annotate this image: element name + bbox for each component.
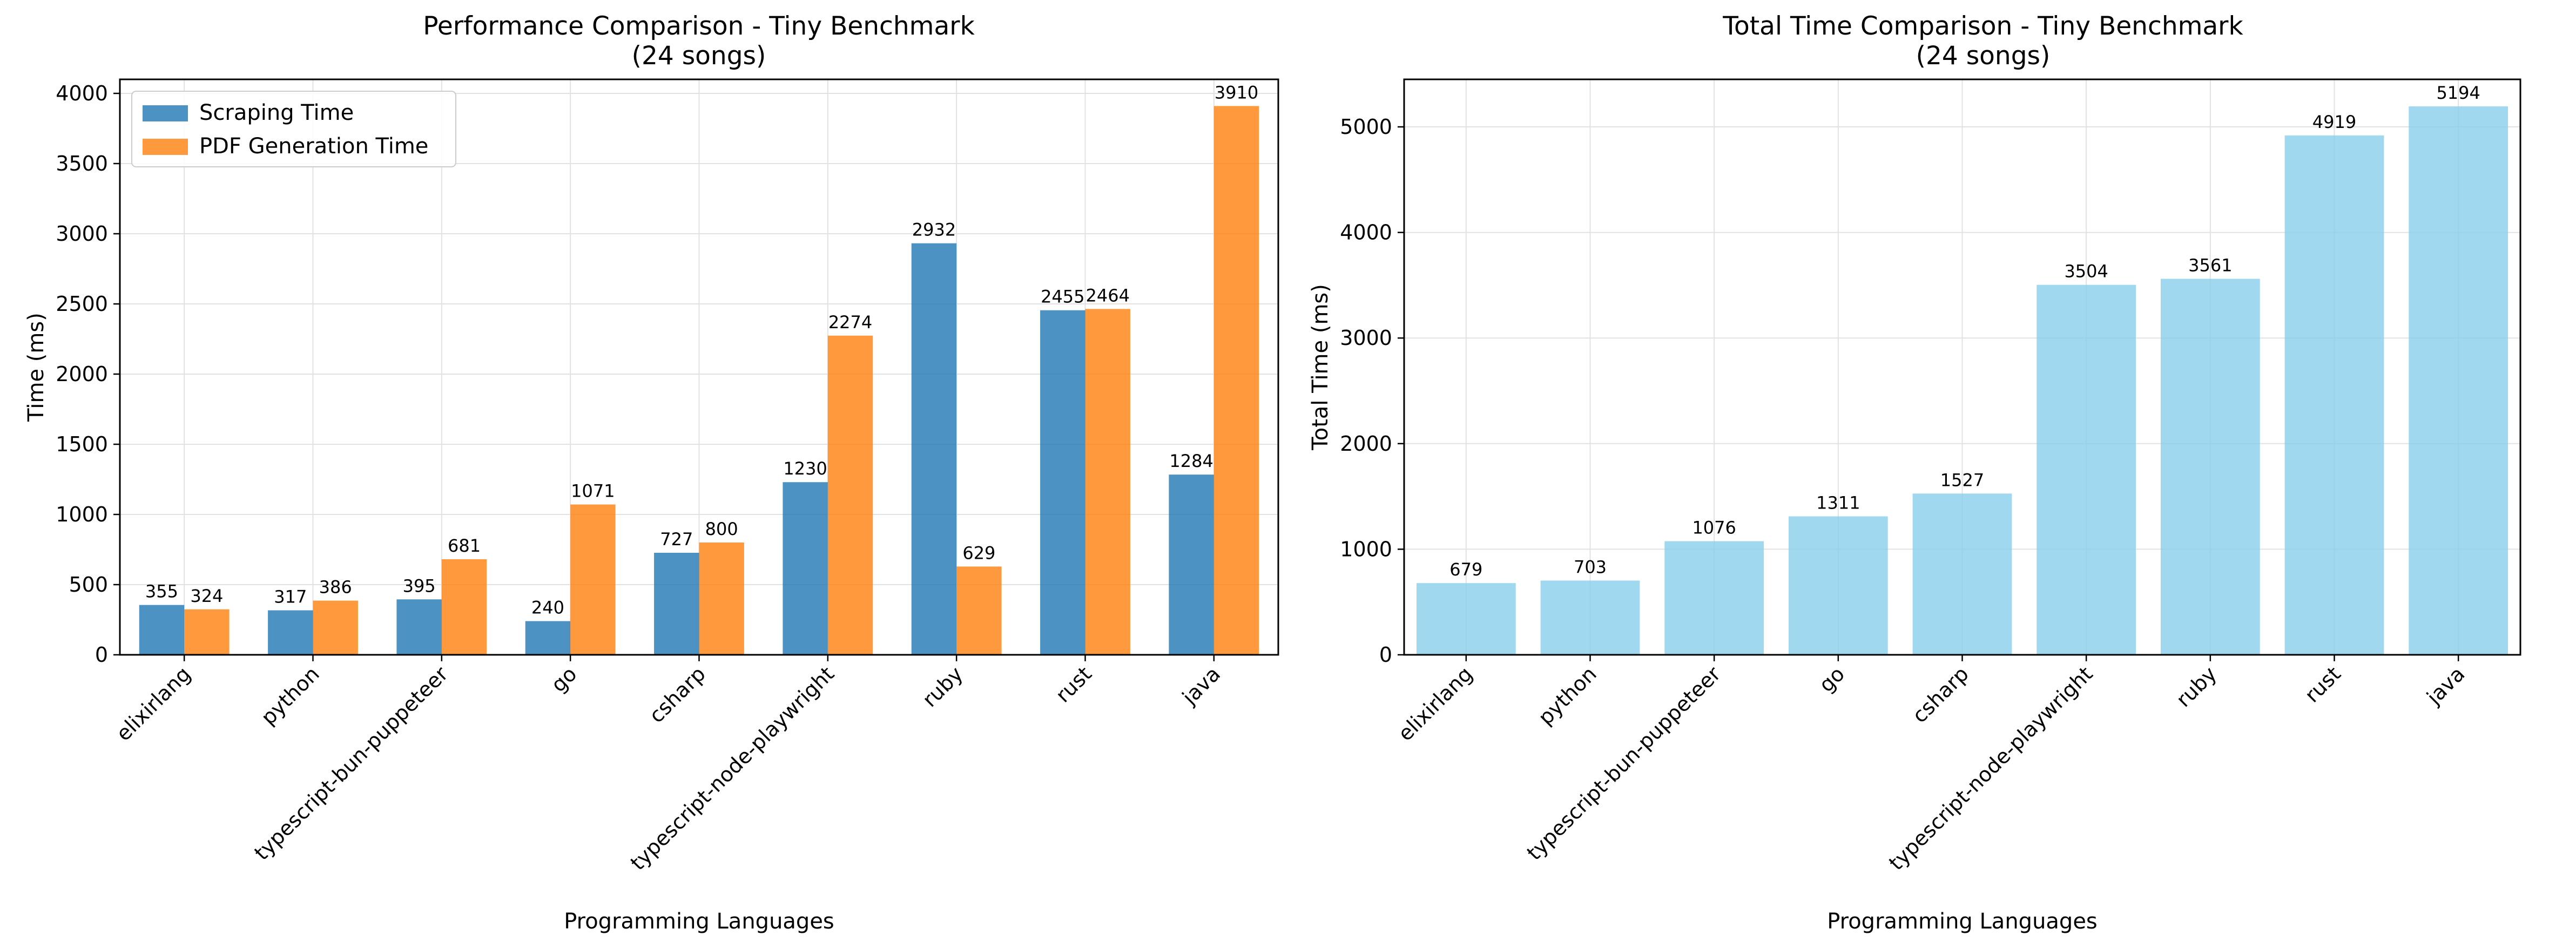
bar-scraping-time-ruby	[911, 243, 957, 655]
data-label: 395	[403, 575, 436, 596]
bar-scraping-time-typescript-bun-puppeteer	[396, 599, 442, 655]
y-tick-label: 1000	[1340, 537, 1392, 561]
legend-label-scraping-time: Scraping Time	[199, 100, 354, 125]
bar-total-time-typescript-bun-puppeteer	[1664, 541, 1764, 655]
data-label: 629	[962, 543, 995, 563]
data-label: 4919	[2312, 112, 2356, 132]
bar-total-time-go	[1788, 516, 1888, 655]
bar-scraping-time-go	[525, 621, 571, 655]
data-label: 1527	[1940, 470, 1984, 490]
data-label: 1071	[571, 481, 615, 501]
data-label: 324	[190, 586, 223, 606]
data-label: 2455	[1041, 287, 1084, 307]
data-label: 1076	[1692, 518, 1736, 538]
data-label: 727	[660, 529, 693, 550]
data-label: 679	[1449, 559, 1482, 580]
data-label: 703	[1574, 557, 1607, 577]
bar-total-time-python	[1540, 580, 1640, 655]
bar-total-time-java	[2409, 106, 2508, 655]
bar-pdf-generation-time-go	[570, 504, 616, 655]
bar-scraping-time-rust	[1040, 310, 1085, 655]
y-tick-label: 3000	[1340, 326, 1392, 350]
data-label: 1311	[1816, 493, 1860, 513]
bar-pdf-generation-time-python	[313, 600, 358, 655]
data-label: 3910	[1215, 82, 1258, 103]
data-label: 2274	[828, 312, 872, 333]
bar-scraping-time-elixirlang	[139, 605, 185, 655]
bar-total-time-csharp	[1912, 493, 2012, 655]
axes-frame	[1403, 78, 2521, 656]
data-label: 3561	[2188, 255, 2232, 275]
bar-pdf-generation-time-typescript-node-playwright	[827, 335, 873, 655]
bar-pdf-generation-time-ruby	[956, 566, 1002, 655]
legend-swatch-pdf-generation-time	[143, 139, 188, 155]
data-label: 2464	[1085, 285, 1129, 306]
y-axis-label: Total Time (ms)	[1308, 284, 1333, 451]
data-label: 1284	[1169, 451, 1213, 471]
y-tick-label: 500	[69, 573, 108, 596]
y-tick-label: 0	[1379, 643, 1392, 667]
bar-pdf-generation-time-typescript-bun-puppeteer	[441, 559, 487, 655]
y-tick-label: 2000	[1340, 432, 1392, 456]
y-tick-label: 2000	[56, 362, 108, 386]
data-label: 3504	[2064, 261, 2108, 282]
chart-title: Performance Comparison - Tiny Benchmark	[423, 11, 975, 41]
chart-title: (24 songs)	[1916, 41, 2051, 71]
bar-total-time-typescript-node-playwright	[2036, 284, 2136, 655]
bar-pdf-generation-time-csharp	[699, 543, 744, 655]
performance-chart: 0 500 1000 1500 2000 2500 3000 3500 4000 355 317 39…	[24, 11, 1279, 934]
y-axis-label: Time (ms)	[24, 313, 49, 422]
x-axis-label: Programming Languages	[1827, 909, 2098, 934]
y-tick-label: 2500	[56, 292, 108, 316]
y-tick-label: 0	[95, 643, 108, 667]
data-label: 240	[531, 598, 564, 618]
bar-total-time-ruby	[2160, 279, 2260, 655]
bar-total-time-rust	[2284, 135, 2384, 655]
bar-scraping-time-csharp	[654, 552, 699, 655]
chart-title: (24 songs)	[632, 41, 766, 71]
bar-pdf-generation-time-elixirlang	[184, 609, 230, 655]
y-tick-label: 3500	[56, 152, 108, 175]
y-tick-label: 3000	[56, 222, 108, 246]
data-label: 5194	[2436, 83, 2480, 103]
bar-total-time-elixirlang	[1416, 583, 1516, 655]
y-tick-label: 4000	[56, 82, 108, 105]
data-label: 317	[274, 587, 307, 607]
y-tick-label: 4000	[1340, 221, 1392, 245]
legend-swatch-scraping-time	[143, 105, 188, 121]
data-label: 800	[705, 519, 738, 539]
data-label: 355	[145, 581, 178, 602]
y-tick-label: 1000	[56, 503, 108, 526]
data-label: 681	[448, 535, 481, 556]
x-axis-label: Programming Languages	[564, 909, 834, 934]
data-label: 2932	[912, 220, 956, 240]
bar-pdf-generation-time-java	[1213, 106, 1259, 655]
legend	[131, 91, 456, 167]
data-label: 1230	[783, 458, 827, 479]
data-label: 386	[319, 577, 352, 598]
bar-scraping-time-python	[268, 610, 313, 655]
y-tick-label: 1500	[56, 432, 108, 456]
legend-label-pdf-generation-time: PDF Generation Time	[199, 134, 428, 159]
y-tick-label: 5000	[1340, 115, 1392, 139]
bar-pdf-generation-time-rust	[1085, 309, 1130, 655]
axes-frame	[119, 78, 1279, 656]
bar-scraping-time-typescript-node-playwright	[783, 482, 828, 655]
chart-title: Total Time Comparison - Tiny Benchmark	[1722, 11, 2243, 41]
bar-scraping-time-java	[1169, 474, 1214, 655]
